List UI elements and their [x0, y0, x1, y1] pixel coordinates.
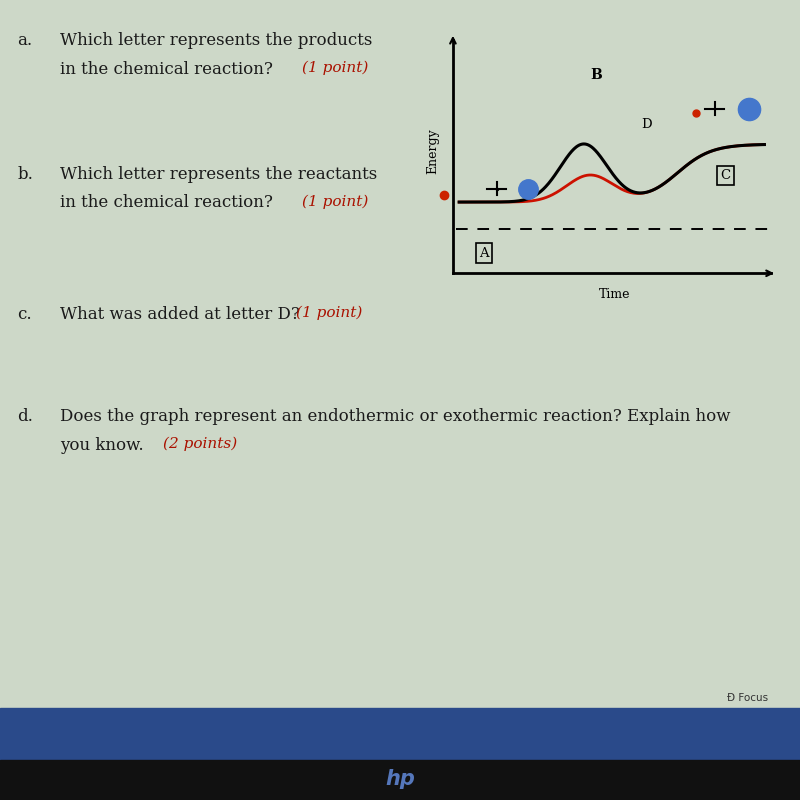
Text: Which letter represents the reactants: Which letter represents the reactants [60, 166, 378, 182]
Text: d.: d. [18, 408, 34, 425]
Text: (1 point): (1 point) [302, 61, 369, 75]
Text: you know.: you know. [60, 437, 149, 454]
Text: Energy: Energy [426, 128, 439, 174]
Text: b.: b. [18, 166, 34, 182]
Text: C: C [721, 169, 730, 182]
Bar [0, 708, 800, 800]
Text: D: D [641, 118, 651, 130]
Text: Time: Time [599, 288, 630, 301]
Text: (1 point): (1 point) [302, 194, 369, 209]
Text: a.: a. [18, 32, 33, 49]
Text: (2 points): (2 points) [163, 437, 238, 451]
Text: hp: hp [385, 770, 415, 789]
Text: in the chemical reaction?: in the chemical reaction? [60, 194, 278, 211]
Text: c.: c. [18, 306, 32, 322]
Text: What was added at letter D?: What was added at letter D? [60, 306, 305, 322]
Text: A: A [479, 246, 489, 260]
Bar [0, 760, 800, 800]
Text: Which letter represents the products: Which letter represents the products [60, 32, 372, 49]
Text: (1 point): (1 point) [296, 306, 362, 320]
Text: Does the graph represent an endothermic or exothermic reaction? Explain how: Does the graph represent an endothermic … [60, 408, 730, 425]
Text: B: B [590, 68, 602, 82]
Text: in the chemical reaction?: in the chemical reaction? [60, 61, 278, 78]
Text: Ɖ Focus: Ɖ Focus [727, 693, 768, 702]
